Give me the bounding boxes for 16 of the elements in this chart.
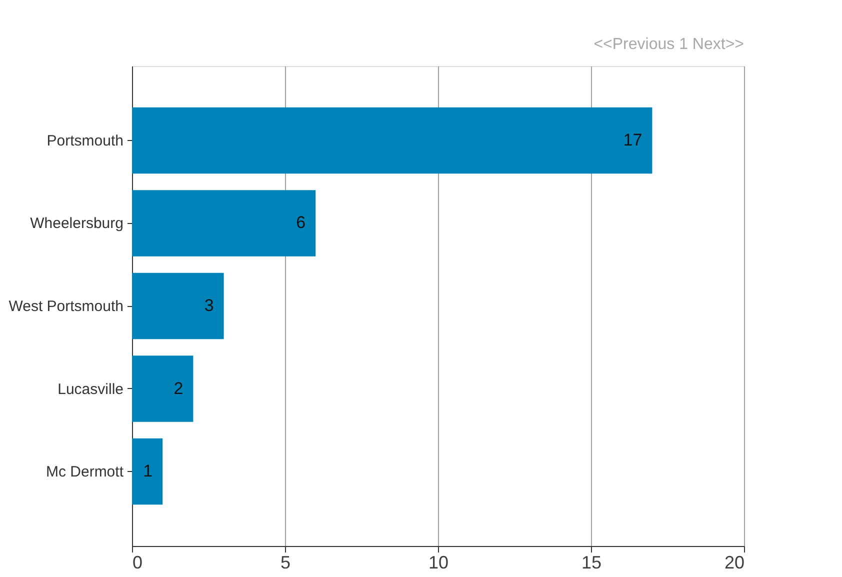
data-label: 3	[204, 296, 214, 315]
data-label: 6	[296, 213, 306, 232]
x-tick-label: 5	[280, 552, 291, 572]
data-label: 2	[174, 378, 184, 398]
x-tick-label: 0	[132, 552, 143, 572]
data-label: 1	[143, 462, 153, 481]
y-tick-label: Lucasville	[58, 380, 124, 398]
data-label: 17	[623, 130, 642, 150]
x-tick-label: 10	[428, 552, 449, 572]
y-tick-label: Wheelersburg	[30, 215, 124, 232]
y-tick-label: Portsmouth	[46, 132, 124, 150]
y-tick-label: West Portsmouth	[8, 298, 124, 315]
y-tick-label: Mc Dermott	[46, 464, 124, 481]
x-tick-label: 20	[724, 552, 744, 572]
text: <<Previous 1 Next>>	[594, 36, 744, 53]
x-tick-label: 15	[581, 552, 602, 572]
